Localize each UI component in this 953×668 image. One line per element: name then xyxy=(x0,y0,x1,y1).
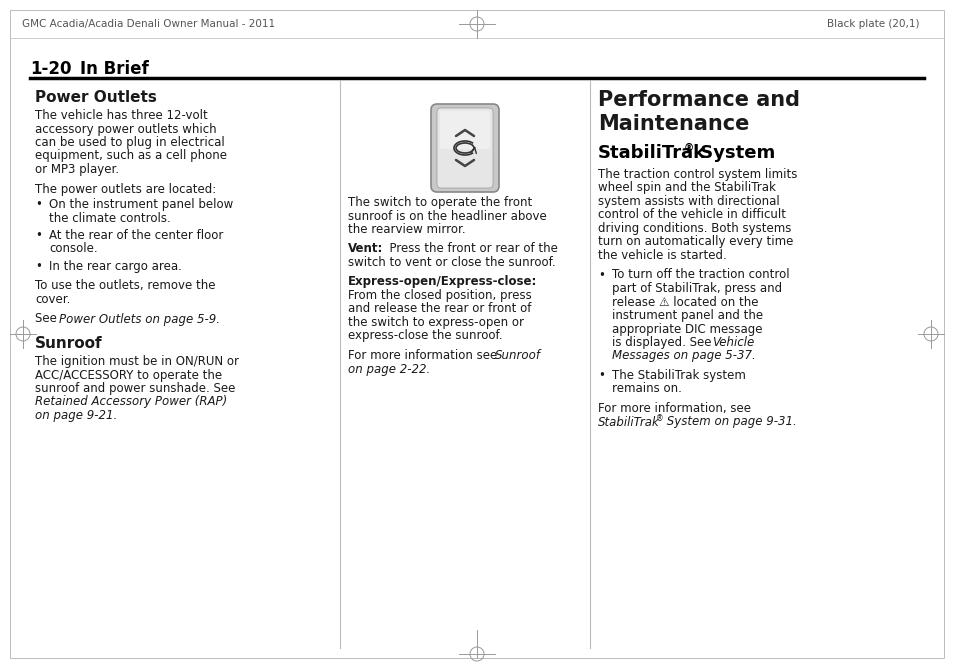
Text: can be used to plug in electrical: can be used to plug in electrical xyxy=(35,136,225,149)
Text: Maintenance: Maintenance xyxy=(598,114,749,134)
Text: remains on.: remains on. xyxy=(612,383,681,395)
Text: Express-open/Express-close:: Express-open/Express-close: xyxy=(348,275,537,289)
Text: ®: ® xyxy=(656,415,663,424)
Text: System: System xyxy=(693,144,775,162)
Text: Power Outlets on page 5-9.: Power Outlets on page 5-9. xyxy=(59,313,220,325)
Text: system assists with directional: system assists with directional xyxy=(598,195,779,208)
Text: For more information, see: For more information, see xyxy=(598,402,750,415)
Text: switch to vent or close the sunroof.: switch to vent or close the sunroof. xyxy=(348,256,555,269)
Text: The traction control system limits: The traction control system limits xyxy=(598,168,797,181)
Text: cover.: cover. xyxy=(35,293,71,306)
Text: Performance and: Performance and xyxy=(598,90,800,110)
Text: equipment, such as a cell phone: equipment, such as a cell phone xyxy=(35,150,227,162)
Text: the switch to express-open or: the switch to express-open or xyxy=(348,316,523,329)
Text: Power Outlets: Power Outlets xyxy=(35,90,156,105)
Text: The StabiliTrak system: The StabiliTrak system xyxy=(612,369,745,382)
Text: the vehicle is started.: the vehicle is started. xyxy=(598,249,726,262)
Text: sunroof and power sunshade. See: sunroof and power sunshade. See xyxy=(35,382,235,395)
Text: System on page 9-31.: System on page 9-31. xyxy=(662,415,796,428)
FancyBboxPatch shape xyxy=(436,108,493,188)
Text: At the rear of the center floor: At the rear of the center floor xyxy=(49,229,223,242)
Text: The vehicle has three 12-volt: The vehicle has three 12-volt xyxy=(35,109,208,122)
Text: instrument panel and the: instrument panel and the xyxy=(612,309,762,322)
Text: For more information see: For more information see xyxy=(348,349,500,362)
Text: and release the rear or front of: and release the rear or front of xyxy=(348,303,531,315)
Text: To turn off the traction control: To turn off the traction control xyxy=(612,269,789,281)
Text: StabiliTrak: StabiliTrak xyxy=(598,415,659,428)
FancyBboxPatch shape xyxy=(431,104,498,192)
Text: In Brief: In Brief xyxy=(80,60,149,78)
Text: Vent:: Vent: xyxy=(348,242,383,255)
Text: appropriate DIC message: appropriate DIC message xyxy=(612,323,761,335)
Text: ®: ® xyxy=(683,143,694,153)
Text: accessory power outlets which: accessory power outlets which xyxy=(35,122,216,136)
Text: or MP3 player.: or MP3 player. xyxy=(35,163,119,176)
Text: See: See xyxy=(35,313,61,325)
Text: Sunroof: Sunroof xyxy=(35,336,103,351)
Text: express-close the sunroof.: express-close the sunroof. xyxy=(348,329,502,343)
Text: ACC/ACCESSORY to operate the: ACC/ACCESSORY to operate the xyxy=(35,369,222,381)
Text: From the closed position, press: From the closed position, press xyxy=(348,289,531,302)
Text: To use the outlets, remove the: To use the outlets, remove the xyxy=(35,279,215,293)
Text: •: • xyxy=(35,229,42,242)
Text: Messages on page 5-37.: Messages on page 5-37. xyxy=(612,349,755,363)
Text: Press the front or rear of the: Press the front or rear of the xyxy=(381,242,558,255)
Text: is displayed. See: is displayed. See xyxy=(612,336,715,349)
Text: console.: console. xyxy=(49,242,97,255)
Text: The power outlets are located:: The power outlets are located: xyxy=(35,182,216,196)
Text: the rearview mirror.: the rearview mirror. xyxy=(348,223,465,236)
Text: GMC Acadia/Acadia Denali Owner Manual - 2011: GMC Acadia/Acadia Denali Owner Manual - … xyxy=(22,19,274,29)
Text: release ⚠ located on the: release ⚠ located on the xyxy=(612,295,758,309)
Text: control of the vehicle in difficult: control of the vehicle in difficult xyxy=(598,208,785,222)
Text: wheel spin and the StabiliTrak: wheel spin and the StabiliTrak xyxy=(598,182,775,194)
Text: •: • xyxy=(35,198,42,211)
Text: on page 9-21.: on page 9-21. xyxy=(35,409,117,422)
Text: part of StabiliTrak, press and: part of StabiliTrak, press and xyxy=(612,282,781,295)
Text: the climate controls.: the climate controls. xyxy=(49,212,171,224)
Text: •: • xyxy=(35,260,42,273)
Text: Retained Accessory Power (RAP): Retained Accessory Power (RAP) xyxy=(35,395,227,409)
Text: StabiliTrak: StabiliTrak xyxy=(598,144,705,162)
Text: driving conditions. Both systems: driving conditions. Both systems xyxy=(598,222,791,235)
Text: Black plate (20,1): Black plate (20,1) xyxy=(826,19,919,29)
Text: on page 2-22.: on page 2-22. xyxy=(348,363,430,375)
Text: Vehicle: Vehicle xyxy=(711,336,754,349)
Text: 1-20: 1-20 xyxy=(30,60,71,78)
Text: In the rear cargo area.: In the rear cargo area. xyxy=(49,260,182,273)
Text: The switch to operate the front: The switch to operate the front xyxy=(348,196,532,209)
FancyBboxPatch shape xyxy=(439,111,490,149)
Text: sunroof is on the headliner above: sunroof is on the headliner above xyxy=(348,210,546,222)
Text: •: • xyxy=(598,269,604,281)
Text: Sunroof: Sunroof xyxy=(495,349,540,362)
Text: turn on automatically every time: turn on automatically every time xyxy=(598,236,793,248)
Text: The ignition must be in ON/RUN or: The ignition must be in ON/RUN or xyxy=(35,355,239,368)
Text: On the instrument panel below: On the instrument panel below xyxy=(49,198,233,211)
Text: •: • xyxy=(598,369,604,382)
